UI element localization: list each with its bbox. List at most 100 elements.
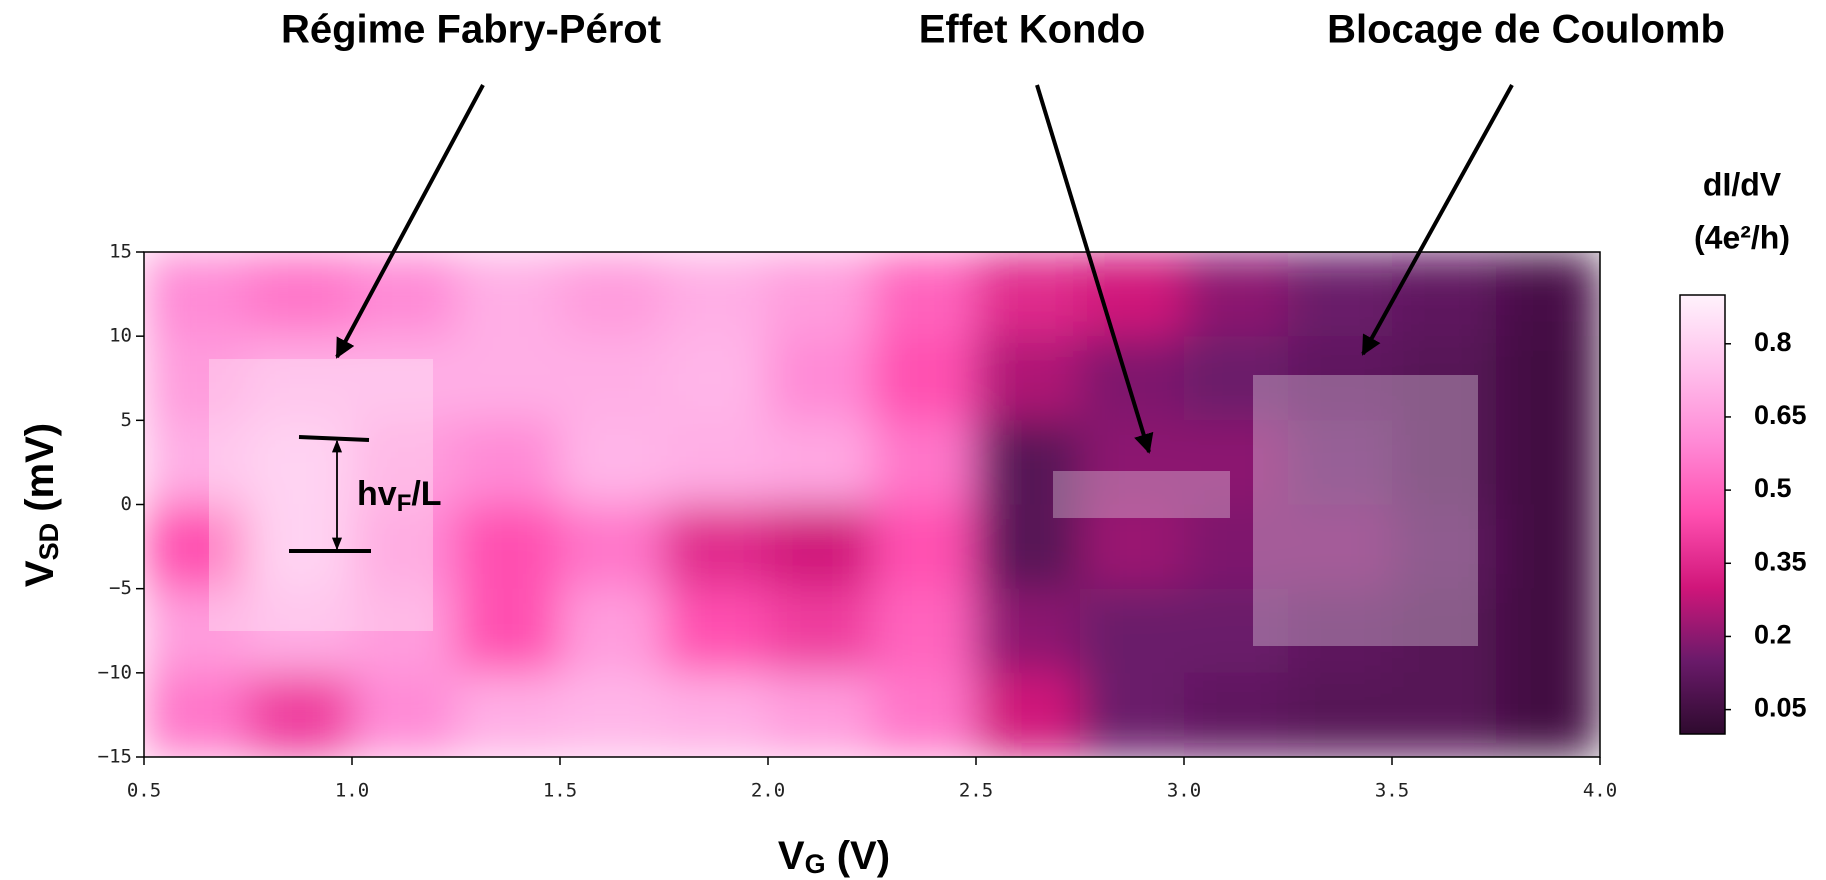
heatmap-cell — [976, 672, 1081, 757]
heatmap-cell — [768, 420, 873, 505]
colorbar-tick-label: 0.05 — [1754, 693, 1807, 723]
colorbar-ticks: 0.05 0.2 0.35 0.5 0.65 0.8 — [1725, 327, 1807, 723]
heatmap — [144, 252, 1600, 757]
heatmap-cell — [144, 588, 249, 674]
x-tick-label: 2.5 — [959, 780, 993, 802]
heatmap-cell — [664, 504, 769, 590]
x-tick-label: 3.5 — [1375, 780, 1409, 802]
colorbar-title: dI/dV — [1703, 166, 1782, 202]
heatmap-cell — [1080, 336, 1185, 421]
region-box — [209, 359, 433, 631]
heatmap-cell — [976, 588, 1081, 674]
region-box — [1253, 375, 1478, 646]
heatmap-cell — [1392, 420, 1497, 505]
heatmap-cell — [1392, 588, 1497, 674]
heatmap-cell — [144, 252, 249, 337]
heatmap-cell — [664, 336, 769, 421]
y-axis-label: VSD (mV) — [18, 423, 65, 587]
colorbar-unit: (4e²/h) — [1694, 219, 1790, 255]
heatmap-cell — [144, 420, 249, 505]
y-tick-label: 5 — [121, 409, 132, 431]
heatmap-cell — [352, 588, 457, 674]
heatmap-cell — [456, 504, 561, 590]
heatmap-cell — [664, 588, 769, 674]
heatmap-cell — [872, 672, 977, 757]
heatmap-cell — [560, 588, 665, 674]
annotation: Régime Fabry-Pérot — [281, 8, 661, 52]
heatmap-cell — [1288, 588, 1393, 674]
heatmap-cell — [1184, 504, 1289, 590]
heatmap-cell — [1496, 336, 1600, 421]
heatmap-cell — [1392, 252, 1497, 337]
heatmap-cell — [768, 336, 873, 421]
arrow — [1035, 84, 1154, 454]
heatmap-cell — [872, 588, 977, 674]
heatmap-cell — [976, 504, 1081, 590]
heatmap-cell — [144, 336, 249, 421]
heatmap-cell — [872, 336, 977, 421]
annotation: Effet Kondo — [919, 8, 1146, 52]
heatmap-cell — [1496, 420, 1600, 505]
heatmap-cell — [352, 504, 457, 590]
heatmap-cell — [352, 336, 457, 421]
heatmap-cell — [144, 672, 249, 757]
heatmap-cell — [560, 252, 665, 337]
heatmap-cell — [872, 252, 977, 337]
heatmap-cell — [768, 504, 873, 590]
y-tick-label: 0 — [121, 493, 132, 515]
heatmap-cell — [1080, 672, 1185, 757]
heatmap-cell — [768, 252, 873, 337]
heatmap-cell — [1080, 588, 1185, 674]
heatmap-cell — [1392, 336, 1497, 421]
heatmap-cell — [456, 252, 561, 337]
heatmap-cell — [976, 420, 1081, 505]
heatmap-cell — [664, 672, 769, 757]
x-tick-label: 1.5 — [543, 780, 577, 802]
heatmap-cell — [1184, 420, 1289, 505]
colorbar-tick-label: 0.35 — [1754, 546, 1807, 576]
heatmap-cell — [976, 252, 1081, 337]
y-tick-label: 10 — [109, 325, 132, 347]
heatmap-cell — [768, 672, 873, 757]
colorbar — [1679, 294, 1726, 735]
colorbar-tick-label: 0.65 — [1754, 400, 1807, 430]
heatmap-cell — [1184, 336, 1289, 421]
heatmap-cell — [768, 588, 873, 674]
y-tick-label: 15 — [109, 241, 132, 263]
heatmap-cell — [560, 420, 665, 505]
heatmap-cell — [1288, 420, 1393, 505]
heatmap-cell — [456, 588, 561, 674]
heatmap-cell — [1496, 252, 1600, 337]
heatmap-cell — [1184, 252, 1289, 337]
heatmap-cell — [1080, 252, 1185, 337]
x-tick-label: 4.0 — [1583, 780, 1617, 802]
heatmap-cell — [872, 420, 977, 505]
heatmap-cell — [1080, 420, 1185, 505]
colorbar-tick-label: 0.2 — [1754, 620, 1792, 650]
axes: 0.5 1.0 1.5 2.0 2.5 3.0 3.5 4.0 15 10 5 0 −5 −10 −15 — [98, 241, 1617, 802]
heatmap-cell — [1496, 672, 1600, 757]
heatmap-cell — [560, 672, 665, 757]
x-axis-label: VG (V) — [778, 834, 890, 880]
region-box — [1053, 471, 1230, 518]
annotation: Blocage de Coulomb — [1327, 8, 1725, 52]
spacing-label: hvF/L — [357, 475, 442, 517]
heatmap-cell — [248, 252, 353, 337]
y-tick-label: −15 — [98, 746, 132, 768]
heatmap-cell — [1392, 672, 1497, 757]
heatmap-cell — [1496, 588, 1600, 674]
heatmap-cell — [664, 420, 769, 505]
y-tick-label: −10 — [98, 661, 132, 683]
heatmap-cell — [1288, 672, 1393, 757]
heatmap-cell — [456, 336, 561, 421]
heatmap-cell — [872, 504, 977, 590]
x-tick-label: 0.5 — [127, 780, 161, 802]
heatmap-cell — [352, 672, 457, 757]
bracket — [298, 435, 370, 442]
heatmap-cell — [976, 336, 1081, 421]
heatmap-cell — [560, 504, 665, 590]
heatmap-cell — [1288, 252, 1393, 337]
heatmap-cell — [456, 672, 561, 757]
heatmap-cell — [352, 420, 457, 505]
